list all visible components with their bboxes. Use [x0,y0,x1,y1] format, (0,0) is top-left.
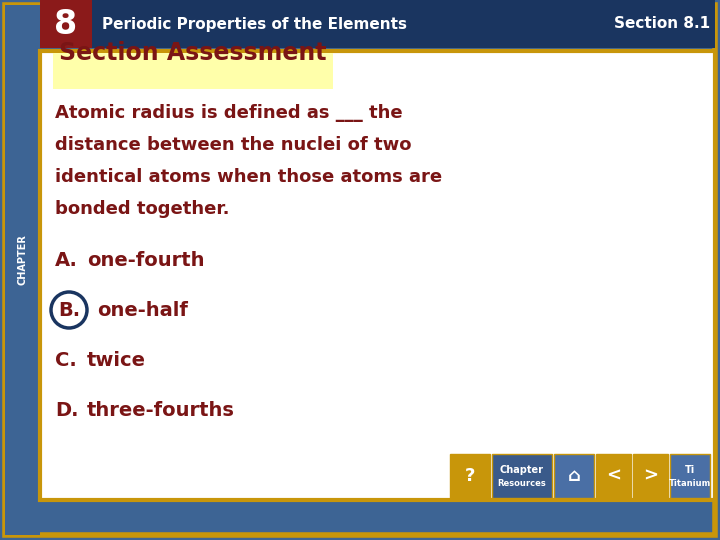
FancyBboxPatch shape [5,5,715,535]
Text: Atomic radius is defined as ___ the: Atomic radius is defined as ___ the [55,104,402,122]
FancyBboxPatch shape [40,51,715,500]
Text: D.: D. [55,401,78,420]
FancyBboxPatch shape [633,454,668,498]
Text: one-fourth: one-fourth [87,251,204,269]
Text: Resources: Resources [498,478,546,488]
Text: three-fourths: three-fourths [87,401,235,420]
FancyBboxPatch shape [670,454,710,498]
Text: twice: twice [87,350,146,369]
Text: ⌂: ⌂ [567,467,580,485]
Text: bonded together.: bonded together. [55,200,230,218]
FancyBboxPatch shape [40,0,715,48]
Text: <: < [606,467,621,485]
FancyBboxPatch shape [53,53,333,89]
Text: 8: 8 [55,8,78,40]
Text: >: > [643,467,658,485]
Text: Periodic Properties of the Elements: Periodic Properties of the Elements [102,17,407,31]
Text: Section Assessment: Section Assessment [59,41,326,65]
FancyBboxPatch shape [450,454,490,498]
FancyBboxPatch shape [596,454,631,498]
Text: distance between the nuclei of two: distance between the nuclei of two [55,136,412,154]
Text: one-half: one-half [97,300,188,320]
FancyBboxPatch shape [40,0,92,48]
Text: CHAPTER: CHAPTER [17,234,27,286]
Text: Ti: Ti [685,465,695,475]
Text: Section 8.1: Section 8.1 [614,17,710,31]
Text: identical atoms when those atoms are: identical atoms when those atoms are [55,168,442,186]
Text: Titanium: Titanium [669,478,711,488]
FancyBboxPatch shape [5,5,40,535]
Circle shape [51,292,87,328]
Text: Chapter: Chapter [500,465,544,475]
Text: A.: A. [55,251,78,269]
FancyBboxPatch shape [554,454,594,498]
Text: C.: C. [55,350,77,369]
Text: ?: ? [465,467,475,485]
Text: B.: B. [58,300,80,320]
FancyBboxPatch shape [492,454,552,498]
